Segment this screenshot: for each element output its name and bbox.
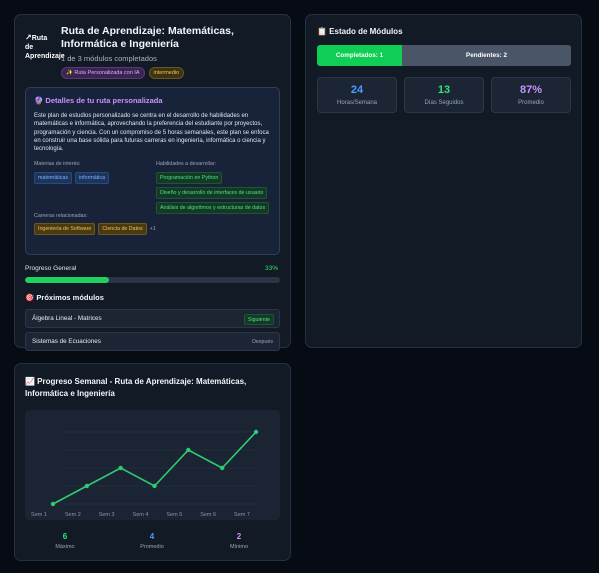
weekly-stat-value: 2 [236,532,242,541]
route-details-panel: 🔮 Detalles de tu ruta personalizada Este… [25,87,280,255]
completed-segment[interactable]: Completados: 1 [317,45,402,66]
route-logo-text: Ruta de Aprendizaje [25,35,65,60]
chart-x-tick-label: Sem 3 [99,512,115,518]
stat-label: Promedio [518,100,544,106]
stat-streak-days: 13 Días Seguidos [404,77,484,113]
careers-label: Carreras relacionadas: [34,213,88,219]
next-module-item[interactable]: Sistemas de Ecuaciones Después [25,332,280,351]
next-module-name: Álgebra Lineal - Matrices [32,315,102,322]
weekly-stat-value: 6 [62,532,68,541]
weekly-stat-label: Mínimo [229,544,249,550]
chart-point[interactable] [118,465,123,471]
interest-chip: informática [75,172,109,184]
weekly-progress-chart: Sem 1 Sem 2 Sem 3 Sem 4 Sem 5 Sem 6 Sem 7 [25,410,280,520]
module-status-title: 📋 Estado de Módulos [317,27,403,36]
route-header: ↗Ruta de Aprendizaje Ruta de Aprendizaje… [25,25,280,87]
route-progress-summary: 1 de 3 módulos completados [61,54,157,63]
weekly-progress-chart-svg: Sem 1 Sem 2 Sem 3 Sem 4 Sem 5 Sem 6 Sem 7 [31,429,259,518]
skills-list: Programación en Python Diseño y desarrol… [156,172,270,214]
overall-progress-bar [25,277,280,283]
skills-label: Habilidades a desarrollar: [156,161,217,167]
interests-list: matemáticas informática [34,172,109,184]
stat-label: Horas/Semana [336,100,378,106]
chart-point[interactable] [152,483,157,489]
skill-chip: Programación en Python [156,172,223,184]
next-module-status: Después [252,339,273,345]
chart-point[interactable] [84,483,90,489]
weekly-average: 4 Promedio [122,532,182,550]
stat-value: 24 [350,84,364,96]
careers-more-count[interactable]: +1 [149,226,156,232]
level-badge: intermedio [148,67,185,79]
chart-x-tick-label: Sem 7 [234,512,250,518]
career-chip: Ciencia de Datos [98,223,147,235]
ai-route-badge: ✨ Ruta Personalizada con IA [61,67,145,79]
interest-chip: matemáticas [34,172,73,184]
chart-point[interactable] [50,501,56,507]
stat-label: Días Seguidos [424,100,464,106]
weekly-stat-label: Promedio [140,544,164,550]
weekly-min: 2 Mínimo [209,532,269,550]
careers-list: Ingeniería de Software Ciencia de Datos … [34,223,156,235]
chart-x-tick-label: Sem 1 [31,512,47,518]
chart-point[interactable] [219,465,225,471]
next-module-item[interactable]: Álgebra Lineal - Matrices Siguiente [25,309,280,328]
stat-value: 87% [519,84,543,96]
pending-segment[interactable]: Pendientes: 2 [402,45,571,66]
stat-hours-per-week: 24 Horas/Semana [317,77,397,113]
weekly-stat-value: 4 [149,532,155,541]
chart-x-tick-label: Sem 5 [166,512,182,518]
chart-x-tick-label: Sem 4 [133,512,149,518]
route-details-description: Este plan de estudios personalizado se c… [34,113,269,153]
overall-progress-percent: 33% [264,265,278,272]
module-status-bar: Completados: 1 Pendientes: 2 [317,45,571,66]
route-details-title: 🔮 Detalles de tu ruta personalizada [34,96,163,105]
interests-label: Materias de interés: [34,161,81,167]
next-module-status-badge: Siguiente [243,314,274,325]
weekly-progress-card: 📈 Progreso Semanal - Ruta de Aprendizaje… [14,363,291,561]
chart-point[interactable] [186,447,191,453]
next-modules-title: 🎯 Próximos módulos [25,293,104,302]
career-chip: Ingeniería de Software [34,223,96,235]
skill-chip: Análisis de algoritmos y estructuras de … [156,202,270,214]
route-tags: ✨ Ruta Personalizada con IA intermedio [61,67,185,79]
route-title: Ruta de Aprendizaje: Matemáticas, Inform… [61,25,234,50]
learning-route-card: ↗Ruta de Aprendizaje Ruta de Aprendizaje… [14,14,291,351]
chart-point[interactable] [253,429,259,435]
stat-average: 87% Promedio [491,77,571,113]
module-status-card: 📋 Estado de Módulos Completados: 1 Pendi… [305,14,582,348]
overall-progress-fill [25,277,110,283]
stat-value: 13 [437,84,451,96]
weekly-progress-title: 📈 Progreso Semanal - Ruta de Aprendizaje… [25,377,247,398]
weekly-max: 6 Máximo [35,532,95,550]
next-module-name: Sistemas de Ecuaciones [32,338,101,345]
skill-chip: Diseño y desarrollo de interfaces de usu… [156,187,268,199]
route-logo: ↗Ruta de Aprendizaje [25,33,65,75]
weekly-stat-label: Máximo [55,544,75,550]
overall-progress-label: Progreso General [25,265,77,272]
chart-x-tick-label: Sem 6 [200,512,216,518]
route-logo-icon: ↗ [25,33,32,42]
chart-x-tick-label: Sem 2 [65,512,81,518]
